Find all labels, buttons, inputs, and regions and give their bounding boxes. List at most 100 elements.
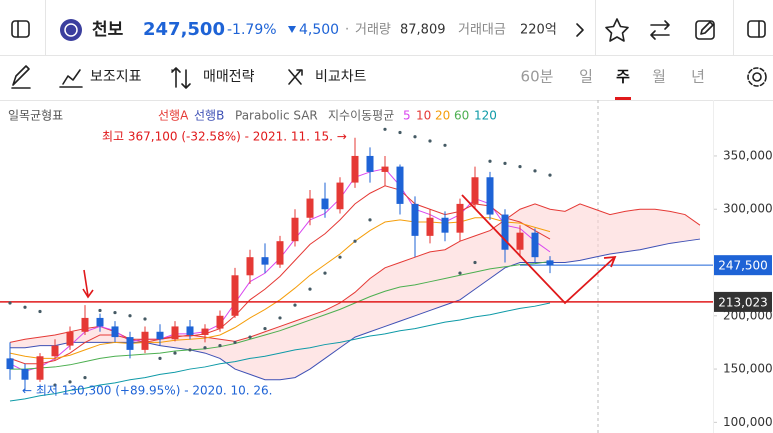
- panel-toggle-right[interactable]: [747, 20, 766, 38]
- last-price-label: 247,500: [718, 259, 768, 273]
- ema-line: [9, 302, 551, 402]
- legend-entry: 120: [474, 109, 497, 123]
- candle-body: [546, 260, 554, 266]
- candle-body: [186, 326, 194, 335]
- strategy-button[interactable]: 매매전략: [203, 69, 255, 85]
- draw-icon[interactable]: [11, 65, 31, 89]
- candle-body: [36, 356, 44, 380]
- sar-dot: [68, 380, 72, 384]
- legend-entry: 선행A: [158, 108, 189, 123]
- sar-dot: [173, 351, 177, 355]
- cloud-span: [9, 203, 701, 343]
- strategy-icon: [171, 67, 191, 89]
- sar-dot: [248, 335, 252, 339]
- drawn-trend: [461, 194, 617, 305]
- candle-body: [21, 369, 29, 380]
- candle-body: [396, 166, 404, 204]
- stock-name[interactable]: 천보: [92, 20, 124, 40]
- sar-dot: [473, 260, 477, 265]
- period-tab[interactable]: 60분: [521, 68, 554, 86]
- volume-label: 거래량: [355, 23, 391, 38]
- sar-dot: [383, 127, 387, 131]
- edit-icon[interactable]: [695, 20, 715, 40]
- sar-dot: [398, 130, 402, 135]
- period-tab[interactable]: 월: [652, 68, 666, 86]
- sar-dot: [503, 161, 507, 166]
- sar-dot: [458, 271, 462, 275]
- legend-entry: 20: [435, 109, 450, 123]
- sar-dot: [533, 169, 537, 173]
- sar-dot: [233, 340, 237, 345]
- sar-dot: [188, 348, 192, 352]
- sar-dot: [308, 287, 312, 291]
- panel-toggle-left[interactable]: [11, 20, 30, 38]
- sar-dot: [128, 314, 132, 318]
- change-percent: -1.79%: [227, 22, 277, 38]
- sar-dot: [53, 383, 57, 387]
- more-arrow[interactable]: [576, 23, 584, 37]
- reference-label: 213,023: [718, 295, 768, 309]
- candle-body: [411, 203, 419, 236]
- sar-dot: [158, 356, 162, 361]
- sar-dot: [23, 305, 27, 309]
- candle-body: [216, 315, 224, 329]
- volume: 87,809: [400, 23, 446, 38]
- candle-body: [51, 345, 59, 357]
- candle-body: [351, 155, 359, 183]
- compare-icon: [288, 69, 303, 85]
- sar-dot: [488, 159, 492, 163]
- sar-dot: [113, 310, 117, 315]
- sar-dot: [38, 309, 42, 314]
- sar-dot: [443, 143, 447, 147]
- sar-dot: [98, 308, 102, 313]
- top-bar: 천보 247,500 -1.79% 4,500 · 거래량 87,809 거래대…: [0, 0, 773, 56]
- candle-body: [141, 331, 149, 350]
- sar-dot: [293, 303, 297, 307]
- favorite-icon[interactable]: [605, 18, 629, 42]
- legend-entry: 5: [403, 109, 411, 123]
- candle-body: [201, 328, 209, 335]
- candle-body: [96, 317, 104, 327]
- cloud-span: [10, 238, 701, 381]
- legend-entry: 지수이동평균: [328, 109, 394, 123]
- sar-dot: [368, 218, 372, 222]
- period-tab[interactable]: 주: [616, 68, 630, 86]
- change-amount: 4,500: [299, 22, 339, 38]
- sar-dot: [338, 255, 342, 259]
- sar-dot: [203, 346, 207, 350]
- sar-dot: [413, 135, 417, 139]
- sar-dot: [8, 301, 12, 305]
- period-tab[interactable]: 일: [579, 68, 593, 86]
- legend-entry: Parabolic SAR: [235, 109, 318, 123]
- sar-dot: [548, 173, 552, 177]
- candle-body: [441, 217, 449, 233]
- overlay: 100,000150,000200,000300,000350,000247,5…: [8, 100, 773, 433]
- stock-price: 247,500: [143, 19, 225, 40]
- legend-title: 일목균형표: [8, 109, 63, 123]
- legend-entry: 선행B: [194, 108, 224, 123]
- candle-body: [381, 166, 389, 172]
- indicators-button[interactable]: 보조지표: [90, 69, 142, 85]
- candle-body: [111, 326, 119, 338]
- candle-body: [471, 177, 479, 204]
- sar-dot: [278, 316, 282, 320]
- period-tab[interactable]: 년: [691, 68, 705, 86]
- amount-label: 거래대금: [458, 23, 506, 38]
- candle-body: [456, 203, 464, 233]
- sar-dot: [263, 326, 267, 331]
- candle-body: [531, 232, 539, 258]
- candle-body: [516, 232, 524, 250]
- cloud-fill: [10, 203, 700, 380]
- candle-body: [126, 337, 134, 350]
- amount: 220억: [520, 23, 557, 38]
- compare-button[interactable]: 비교차트: [315, 69, 367, 85]
- low-annotation: ← 최저 130,300 (+89.95%) - 2020. 10. 26.: [22, 384, 273, 398]
- indicator-icon: [59, 69, 83, 88]
- swap-icon[interactable]: [650, 20, 670, 40]
- y-tick-label: 300,000: [723, 202, 773, 216]
- settings-icon[interactable]: [747, 67, 767, 87]
- sar-dot: [428, 139, 432, 143]
- dot: ·: [345, 23, 349, 38]
